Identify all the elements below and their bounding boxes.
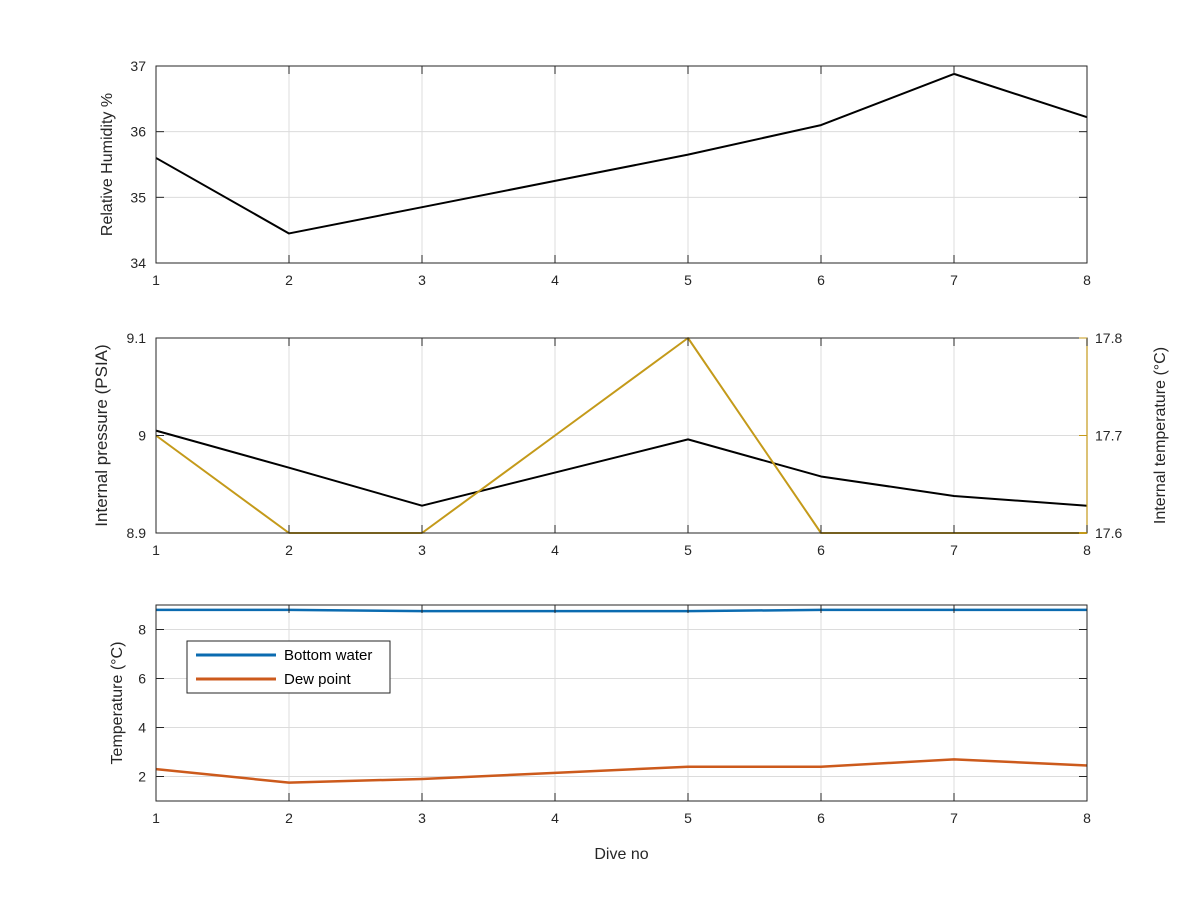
temperature-y-axis-label: Temperature (°C) [109, 642, 126, 765]
legend-label-bottom-water: Bottom water [284, 647, 372, 664]
x-tick-label: 8 [1083, 272, 1091, 288]
y-tick-label: 36 [130, 124, 146, 140]
y-tick-label: 35 [130, 189, 146, 205]
pressure-line [155, 429, 1088, 507]
x-tick-label: 1 [152, 810, 160, 826]
x-tick-label: 6 [817, 542, 825, 558]
right-y-tick-label: 17.8 [1095, 330, 1122, 346]
humidity-y-axis-label: Relative Humidity % [99, 93, 116, 236]
y-tick-label: 2 [138, 769, 146, 785]
y-tick-label: 9 [138, 428, 146, 444]
dive-no-x-axis-label: Dive no [594, 846, 648, 863]
legend-label-dew-point: Dew point [284, 671, 352, 688]
internal-temperature-y-axis-label: Internal temperature (°C) [1152, 347, 1169, 524]
legend: Bottom water Dew point [186, 640, 391, 694]
y-tick-label: 8.9 [127, 525, 147, 541]
x-tick-label: 4 [551, 810, 559, 826]
pressure-temperature-panel: 1 2 3 4 5 6 7 8 8.9 9 9.1 17.6 17.7 17.8 Internal pre… [92, 330, 1169, 558]
x-tick-label: 7 [950, 542, 958, 558]
humidity-line [155, 72, 1088, 235]
x-tick-label: 7 [950, 272, 958, 288]
x-tick-label: 2 [285, 542, 293, 558]
humidity-axes-frame [155, 65, 1088, 264]
y-tick-label: 34 [130, 255, 146, 271]
y-tick-label: 8 [138, 622, 146, 638]
temperature-panel: 1 2 3 4 5 6 7 8 2 4 6 8 Temperature (°C) Dive no Bo… [109, 604, 1091, 863]
y-tick-label: 9.1 [127, 330, 147, 346]
x-tick-label: 1 [152, 542, 160, 558]
x-tick-label: 4 [551, 542, 559, 558]
right-y-tick-label: 17.7 [1095, 428, 1122, 444]
x-tick-label: 8 [1083, 810, 1091, 826]
x-tick-label: 4 [551, 272, 559, 288]
x-tick-label: 5 [684, 810, 692, 826]
x-tick-label: 5 [684, 272, 692, 288]
y-tick-label: 4 [138, 720, 146, 736]
x-tick-label: 5 [684, 542, 692, 558]
x-tick-label: 6 [817, 272, 825, 288]
x-tick-label: 3 [418, 542, 426, 558]
x-tick-label: 3 [418, 272, 426, 288]
bottom-water-line [156, 608, 1087, 613]
x-tick-label: 7 [950, 810, 958, 826]
pressure-y-axis-label: Internal pressure (PSIA) [92, 344, 111, 526]
x-tick-label: 6 [817, 810, 825, 826]
x-tick-label: 1 [152, 272, 160, 288]
x-tick-label: 3 [418, 810, 426, 826]
legend-box [186, 640, 391, 694]
right-y-tick-label: 17.6 [1095, 525, 1122, 541]
y-tick-label: 6 [138, 671, 146, 687]
x-tick-label: 2 [285, 272, 293, 288]
x-tick-label: 8 [1083, 542, 1091, 558]
y-tick-label: 37 [130, 58, 146, 74]
temperature-axes-frame [155, 604, 1088, 802]
x-tick-label: 2 [285, 810, 293, 826]
dew-point-line [155, 758, 1088, 784]
